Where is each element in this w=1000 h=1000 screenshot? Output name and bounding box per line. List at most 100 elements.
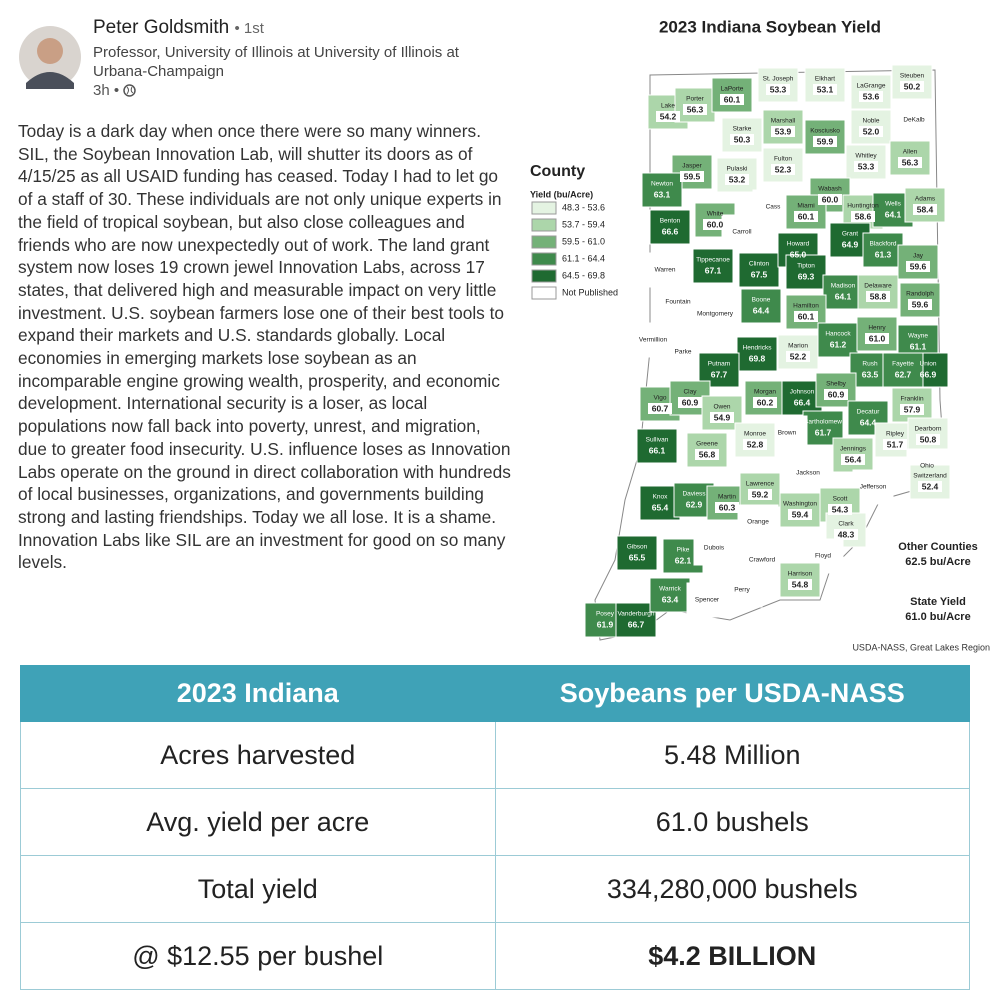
county-name: Pike: [677, 547, 690, 554]
county-name: Ripley: [886, 431, 905, 438]
county: [616, 535, 658, 571]
county-name: Dubois: [704, 545, 725, 552]
legend-swatch: [531, 286, 557, 300]
legend-title: County: [530, 163, 585, 180]
county-value: 61.1: [910, 341, 927, 351]
county-value: 60.0: [822, 194, 839, 204]
county-name: Orange: [747, 519, 769, 526]
value-box: [730, 134, 754, 145]
header-cell: 2023 Indiana: [20, 665, 496, 722]
county-value: 59.5: [684, 171, 701, 181]
value-box: [834, 529, 858, 540]
county-name: Jefferson: [860, 484, 887, 491]
county-value: 66.7: [628, 619, 645, 629]
county: [822, 274, 864, 310]
county: [649, 577, 691, 613]
value-box: [883, 439, 907, 450]
county-name: Delaware: [864, 283, 892, 290]
county-value: 53.3: [858, 161, 875, 171]
county: [736, 336, 778, 372]
value-box: [766, 84, 790, 95]
county-value: 59.6: [912, 299, 929, 309]
county-name: Clark: [838, 521, 854, 528]
state-label: State Yield: [910, 596, 966, 608]
county-name: Rush: [862, 361, 878, 368]
county-name: Warrick: [659, 586, 682, 593]
county-value: 64.4: [860, 417, 877, 427]
county-name: Boone: [752, 297, 771, 304]
county-name: Fayette: [892, 361, 914, 368]
county: [721, 214, 763, 250]
county-name: Brown: [778, 430, 797, 437]
value-box: [715, 502, 739, 513]
county-value: 61.7: [815, 427, 832, 437]
county-value: 58.8: [870, 291, 887, 301]
county-name: Scott: [833, 496, 848, 503]
value-box: [788, 579, 812, 590]
county-value: 52.8: [747, 439, 764, 449]
value-box: [918, 481, 942, 492]
county: [694, 296, 736, 332]
county-name: Montgomery: [697, 311, 734, 318]
county-value: 66.1: [649, 445, 666, 455]
county: [737, 504, 779, 540]
legend-label: 59.5 - 61.0: [562, 236, 605, 246]
county-name: Vanderburgh: [617, 611, 654, 618]
value-box: [771, 126, 795, 137]
county-name: Fountain: [665, 299, 691, 306]
value-box: [753, 397, 777, 408]
county-value: 66.4: [794, 397, 811, 407]
value-box: [828, 504, 852, 515]
header-row: 2023 Indiana Soybeans per USDA-NASS: [20, 665, 970, 722]
source: USDA-NASS, Great Lakes Region: [852, 642, 990, 652]
county-name: Fulton: [774, 156, 792, 163]
author[interactable]: Peter Goldsmith: [93, 17, 230, 38]
county: [850, 74, 892, 110]
county-name: Clinton: [749, 261, 770, 268]
county-name: Posey: [596, 611, 615, 618]
county-name: Huntington: [847, 203, 879, 210]
county-value: 65.0: [790, 249, 807, 259]
county-name: Hamilton: [793, 303, 819, 310]
county-value: 52.3: [775, 164, 792, 174]
county-name: Steuben: [900, 73, 925, 80]
value-box: [710, 412, 734, 423]
value-box: [824, 389, 848, 400]
county-name: Kosciusko: [810, 128, 840, 135]
value-box: [720, 94, 744, 105]
county-name: Blackford: [869, 241, 896, 248]
legend-swatch: [531, 252, 557, 266]
county-value: 60.1: [798, 311, 815, 321]
legend-swatch: [531, 235, 557, 249]
county-value: 52.4: [922, 481, 939, 491]
county: [686, 582, 728, 618]
value-box: [680, 171, 704, 182]
legend-swatch: [531, 269, 557, 283]
county-name: Franklin: [900, 396, 924, 403]
county: [804, 119, 846, 155]
value-box: [859, 91, 883, 102]
county-value: 56.4: [845, 454, 862, 464]
avatar[interactable]: [18, 25, 82, 89]
county-value: 64.4: [753, 305, 770, 315]
county-name: Porter: [686, 96, 705, 103]
legend-label: Not Published: [562, 287, 618, 297]
county-value: 48.3: [838, 529, 855, 539]
county-value: 59.2: [752, 489, 769, 499]
county-value: 67.1: [705, 265, 722, 275]
state-value: 61.0 bu/Acre: [905, 611, 970, 623]
county-value: 59.6: [910, 261, 927, 271]
county-value: 60.1: [724, 94, 741, 104]
county: [741, 542, 783, 578]
county-value: 56.3: [687, 104, 704, 114]
county-name: St. Joseph: [763, 76, 794, 83]
county-value: 50.3: [734, 134, 751, 144]
value-box: [743, 439, 767, 450]
county-value: 53.1: [817, 84, 834, 94]
value-box: [788, 509, 812, 520]
county-name: Newton: [651, 181, 673, 188]
county-value: 63.1: [654, 189, 671, 199]
table-cell: @ $12.55 per bushel: [20, 922, 496, 990]
county-name: Morgan: [754, 389, 776, 396]
